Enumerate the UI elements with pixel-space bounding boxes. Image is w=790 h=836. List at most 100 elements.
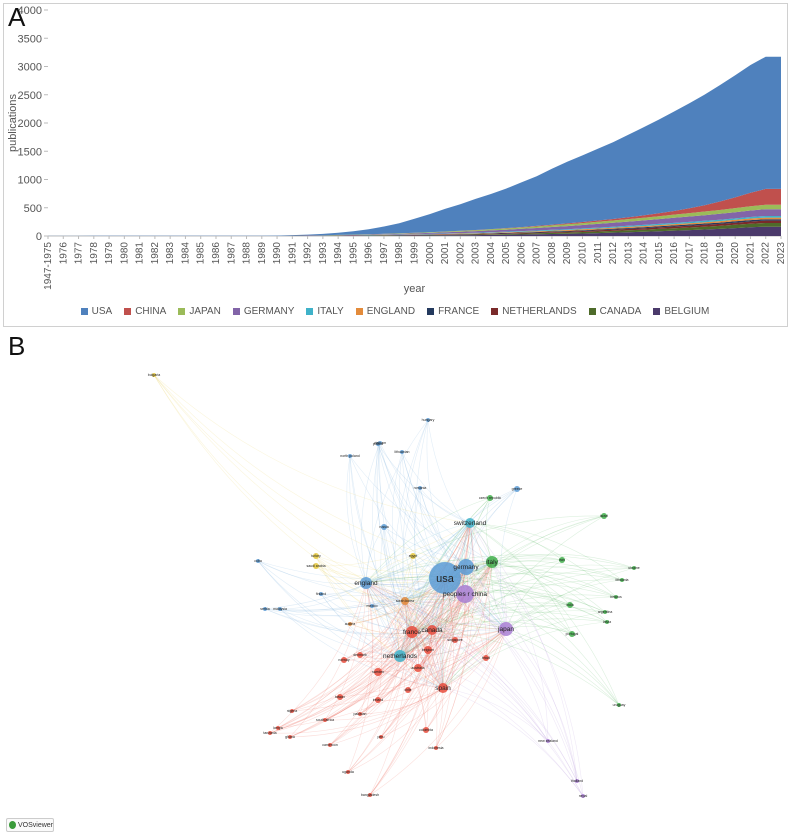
node-norway [341,657,347,663]
node-label: canada [421,627,443,634]
network-link [264,608,507,639]
node-belgium [424,646,432,654]
network-link [404,522,471,602]
x-tick-label: 1988 [242,242,253,265]
network-link [442,687,549,742]
network-link [383,526,493,563]
network-link [505,628,578,782]
node-label: kenya [273,726,282,730]
network-link [377,631,413,701]
node-vietnam [378,441,382,445]
node-peru [379,735,383,739]
network-link [377,687,444,702]
network-link [407,566,467,691]
network-link [291,629,433,712]
network-link [404,572,623,602]
node-label: russia [379,525,388,529]
x-tick-label: 1986 [211,242,222,265]
node-egypt [410,553,416,559]
node-label: germany [453,564,479,571]
network-link [349,623,433,634]
network-link [465,560,623,581]
network-link [324,582,367,721]
node-england [360,577,372,589]
network-link [411,631,549,742]
network-link [359,582,374,715]
legend-item-germany: GERMANY [232,306,295,317]
panel-a: 0 500 1000 1500 2000 2500 3000 3500 4000 1947-197… [0,0,790,330]
panel-b-label: B [8,331,26,361]
series-area-england [48,217,781,236]
network-link [377,443,433,631]
network-link [349,455,493,563]
legend-item-england: ENGLAND [355,306,415,317]
node-netherlands [394,650,406,662]
network-link [343,628,507,662]
network-link [347,561,493,773]
network-link [365,582,413,633]
network-link [427,419,493,563]
node-turkey [313,553,319,559]
network-link [442,593,466,689]
legend-item-japan: JAPAN [178,306,221,317]
network-link [343,600,406,661]
node-finland [319,592,323,596]
x-tick-label: 2014 [639,242,650,265]
node-label: hungary [422,418,435,422]
network-link [469,522,578,782]
network-link [339,628,507,698]
x-tick-label: 2006 [516,242,527,265]
node-france [406,626,418,638]
network-link [404,600,414,691]
network-link [464,593,549,742]
network-link [320,593,466,606]
node-label: italy [486,559,498,566]
network-link [399,515,605,657]
legend-label: GERMANY [243,306,295,317]
network-link [411,631,444,689]
network-link [397,555,414,657]
node-belarus [614,595,618,599]
network-link [269,631,413,734]
network-link [491,561,606,613]
node-label: belarus [610,595,622,599]
node-south-korea [401,597,409,605]
network-link [406,555,414,633]
network-link [371,605,507,632]
network-link [277,600,406,729]
network-link [377,442,413,633]
network-link [469,522,623,581]
y-tick-label: 500 [24,203,42,215]
network-link [291,628,507,712]
network-link [469,522,573,635]
network-link [442,566,468,689]
y-tick-label: 4000 [18,5,42,17]
network-link [399,628,507,657]
node-label: lithuania [615,578,628,582]
network-link [491,561,608,623]
node-india [567,602,573,608]
node-ukraine [632,566,636,570]
node-bulgaria [152,373,156,377]
network-link [349,455,413,633]
legend-swatch [427,308,435,315]
node-label: indonesia [429,746,444,750]
network-link [401,451,507,630]
network-link [425,593,466,731]
network-link [365,582,507,630]
node-label: brazil [482,656,491,660]
network-link [277,522,471,729]
network-link [399,655,549,742]
x-tick-label: 2001 [440,242,451,265]
network-link [431,629,444,689]
node-label: egypt [409,554,418,558]
legend-label: NETHERLANDS [502,306,577,317]
network-link [491,561,549,742]
network-link [346,455,367,584]
network-link [257,560,401,657]
network-link [365,522,471,584]
legend-swatch [124,308,132,315]
node-label: nigeria [287,709,298,713]
network-link [289,655,401,738]
network-link [425,561,493,731]
